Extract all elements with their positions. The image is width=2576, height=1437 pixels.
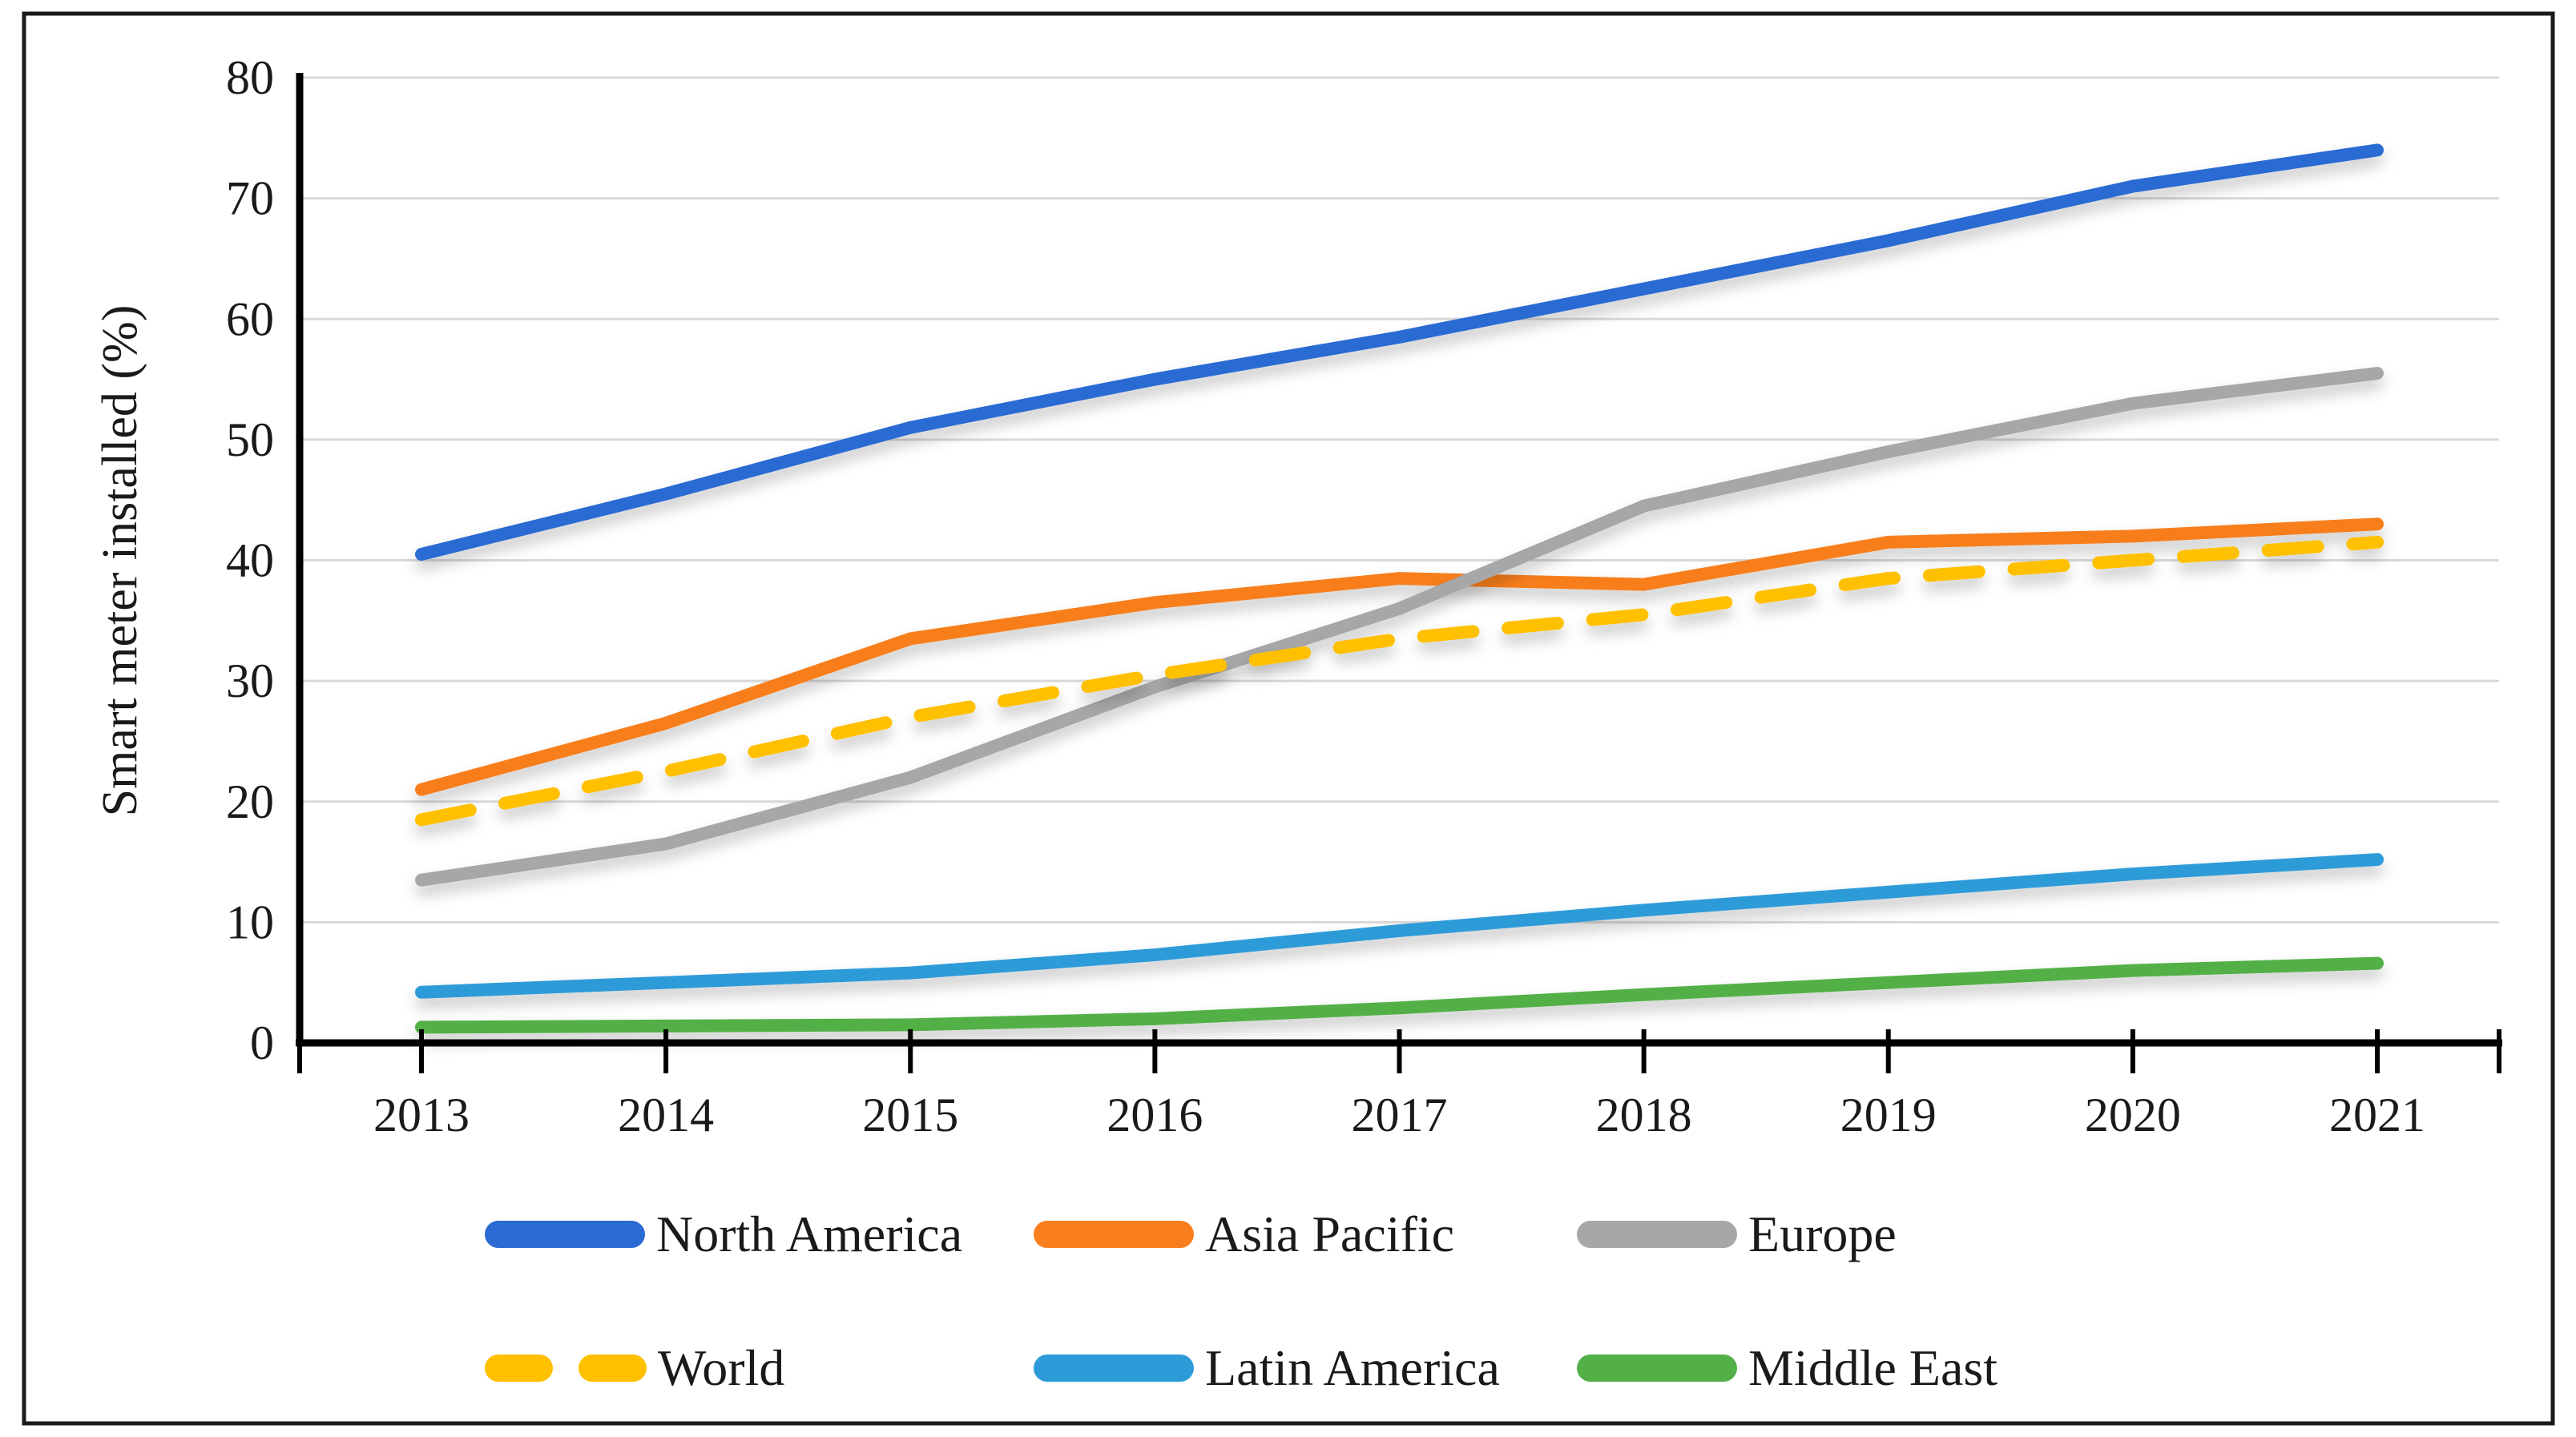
- legend-label-middle-east: Middle East: [1748, 1339, 1998, 1396]
- legend-item-north-america: North America: [485, 1206, 962, 1263]
- legend-swatch-middle-east: [1577, 1354, 1737, 1382]
- legend-label-north-america: North America: [656, 1206, 963, 1262]
- x-tick-label: 2017: [1352, 1089, 1448, 1141]
- figure-border: [22, 11, 2555, 1426]
- legend-item-latin-america: Latin America: [1034, 1339, 1500, 1397]
- x-tick-label: 2020: [2085, 1089, 2181, 1141]
- series-line-latin-america: [415, 853, 2384, 999]
- legend-label-latin-america: Latin America: [1205, 1339, 1500, 1396]
- y-tick-label: 20: [226, 775, 274, 828]
- y-tick-label: 50: [226, 413, 274, 466]
- x-tick-label: 2021: [2329, 1089, 2425, 1141]
- legend-label-world: World: [658, 1339, 785, 1396]
- series-lines: [415, 143, 2384, 1034]
- x-tick-label: 2018: [1596, 1089, 1692, 1141]
- x-tick-label: 2016: [1107, 1089, 1203, 1141]
- y-tick-label: 70: [226, 172, 274, 225]
- legend-label-asia-pacific: Asia Pacific: [1205, 1206, 1454, 1262]
- series-line-middle-east: [415, 956, 2384, 1034]
- y-axis-tick-labels: 80 70 60 50 40 30 20 10 0: [226, 51, 274, 1069]
- legend-item-asia-pacific: Asia Pacific: [1034, 1206, 1454, 1263]
- y-tick-label: 30: [226, 654, 274, 707]
- series-line-north-america: [415, 143, 2384, 561]
- legend-swatch-world: [485, 1354, 647, 1382]
- x-tick-label: 2014: [618, 1089, 714, 1141]
- legend-label-europe: Europe: [1748, 1206, 1897, 1262]
- y-tick-label: 0: [250, 1016, 274, 1069]
- legend-swatch-asia-pacific: [1034, 1221, 1194, 1248]
- legend-swatch-north-america: [485, 1221, 645, 1248]
- legend-swatch-europe: [1577, 1221, 1737, 1248]
- y-axis-title: Smart meter installed (%): [93, 305, 147, 817]
- x-tick-label: 2013: [373, 1089, 470, 1141]
- legend-item-middle-east: Middle East: [1577, 1339, 1998, 1397]
- legend-item-europe: Europe: [1577, 1206, 1897, 1263]
- legend-item-world: World: [485, 1339, 784, 1397]
- axis-ticks: [297, 1029, 2501, 1073]
- x-tick-label: 2015: [862, 1089, 958, 1141]
- series-line-europe: [415, 367, 2384, 887]
- series-line-asia-pacific: [415, 517, 2384, 796]
- x-axis-tick-labels: 2013 2014 2015 2016 2017 2018 2019 2020 …: [373, 1089, 2425, 1141]
- y-tick-label: 60: [226, 292, 274, 345]
- legend-swatch-latin-america: [1034, 1354, 1194, 1382]
- legend-swatch-dash: [578, 1354, 647, 1382]
- x-tick-label: 2019: [1840, 1089, 1937, 1141]
- y-tick-label: 80: [226, 51, 274, 104]
- series-line-world: [415, 535, 2384, 827]
- y-tick-label: 10: [226, 896, 274, 948]
- legend-swatch-dash: [485, 1354, 553, 1382]
- y-tick-label: 40: [226, 534, 274, 587]
